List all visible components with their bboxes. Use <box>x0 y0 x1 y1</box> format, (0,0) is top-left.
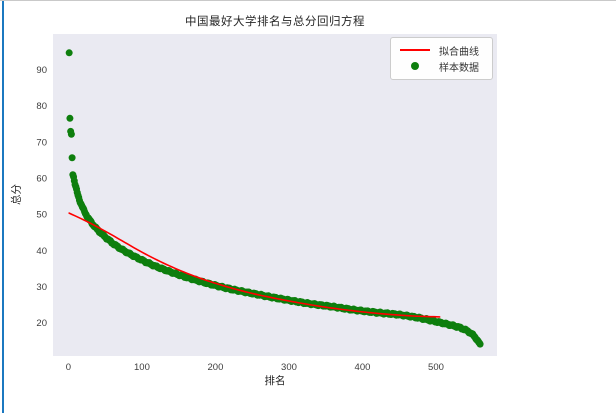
y-tick-label: 70 <box>36 137 47 148</box>
y-tick-label: 50 <box>36 210 47 221</box>
x-tick-label: 400 <box>355 362 371 373</box>
x-tick-label: 500 <box>428 362 444 373</box>
y-tick-label: 90 <box>36 65 47 76</box>
scatter-point <box>66 114 74 122</box>
sample-dot-icon <box>399 62 431 70</box>
window-left-border <box>2 1 4 413</box>
legend-label-fit-curve: 拟合曲线 <box>439 46 479 58</box>
chart-title: 中国最好大学排名与总分回归方程 <box>185 16 365 28</box>
x-tick-label: 0 <box>66 362 71 373</box>
y-tick-label: 40 <box>36 246 47 257</box>
x-tick-label: 100 <box>134 362 150 373</box>
y-tick-label: 60 <box>36 173 47 184</box>
legend-item-fit-curve: 拟合曲线 <box>399 42 484 58</box>
x-tick-label: 200 <box>208 362 224 373</box>
scatter-point <box>65 49 73 57</box>
y-tick-label: 30 <box>36 282 47 293</box>
fit-line-icon <box>399 49 431 51</box>
y-tick-label: 80 <box>36 101 47 112</box>
x-tick-label: 300 <box>281 362 297 373</box>
x-axis-label: 排名 <box>264 375 286 387</box>
scatter-point <box>68 154 76 162</box>
scatter-point <box>476 340 484 348</box>
fit-curve-path <box>68 212 441 318</box>
plot-background <box>53 34 497 356</box>
legend-label-sample-data: 样本数据 <box>439 62 479 74</box>
y-tick-label: 20 <box>36 318 47 329</box>
scatter-point <box>67 130 75 138</box>
legend-item-sample-data: 样本数据 <box>399 58 484 74</box>
y-axis-label: 总分 <box>10 184 23 205</box>
legend-box: 拟合曲线 样本数据 <box>390 37 493 80</box>
